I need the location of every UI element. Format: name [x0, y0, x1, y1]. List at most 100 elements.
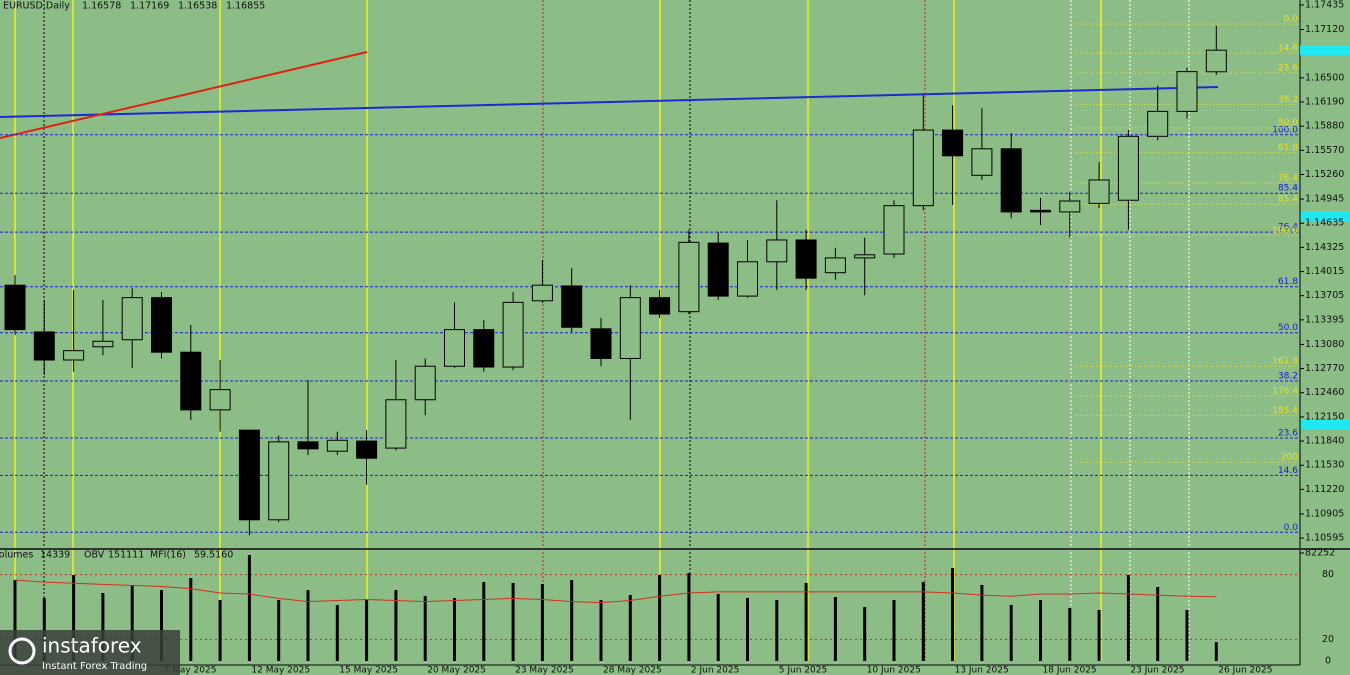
- candle-body: [561, 285, 583, 328]
- fib-label: 85.4: [1278, 195, 1298, 205]
- volume-bar: [160, 590, 163, 661]
- fib-label: 38.2: [1278, 95, 1298, 105]
- y-tick-label: 1.11220: [1305, 484, 1344, 495]
- y-tick-label: 1.12770: [1305, 363, 1344, 374]
- volume-bar: [335, 604, 339, 661]
- volume-bar: [804, 583, 808, 661]
- volume-bar: [658, 574, 662, 661]
- y-tick-label: 1.13705: [1305, 290, 1344, 301]
- y-tick-label: 1.16190: [1305, 97, 1344, 108]
- y-tick-label: 1.14945: [1305, 194, 1344, 205]
- x-tick-label: 20 May 2025: [427, 666, 486, 675]
- fib-label: 61.8: [1278, 277, 1298, 287]
- candle-body: [1030, 209, 1051, 213]
- volume-bar: [863, 606, 867, 661]
- volume-bar: [1068, 608, 1072, 661]
- candle-body: [444, 329, 465, 367]
- volume-bar: [101, 592, 105, 661]
- candle-body: [678, 241, 700, 313]
- candle-body: [619, 297, 641, 359]
- y-tick-label: 1.11840: [1305, 436, 1344, 447]
- volume-bar: [277, 599, 281, 661]
- volume-bar: [687, 573, 691, 661]
- volume-bar: [1097, 610, 1101, 661]
- fib-label: 61.8: [1278, 143, 1298, 153]
- y-tick-label: 1.16500: [1305, 72, 1344, 83]
- candle-body: [883, 205, 905, 255]
- y-tick-label: 1.15880: [1305, 121, 1344, 132]
- volume-bar: [833, 597, 837, 661]
- candle-body: [180, 351, 202, 411]
- candle-body: [63, 350, 85, 361]
- candle-body: [92, 340, 114, 348]
- volume-bar: [775, 599, 779, 661]
- candle-body: [737, 261, 758, 297]
- current-price-marker: [1300, 45, 1350, 56]
- fib-label: 23.6: [1278, 428, 1298, 438]
- y2-tick-label: 0: [1325, 656, 1331, 667]
- fib-label: 50.0: [1278, 118, 1298, 128]
- volume-bar: [423, 596, 427, 661]
- y-tick-label: 1.12460: [1305, 387, 1344, 398]
- y-tick-label: 1.10595: [1305, 533, 1344, 544]
- y-tick-label: 1.11530: [1305, 460, 1344, 471]
- volume-bar: [365, 599, 369, 661]
- fib-label: 50.0: [1278, 323, 1298, 333]
- fib-label: 14.6: [1278, 43, 1298, 53]
- volume-bar: [72, 574, 76, 661]
- volume-bar: [1039, 599, 1042, 661]
- candle-body: [854, 254, 876, 259]
- candle-body: [912, 129, 934, 207]
- volume-bar: [921, 581, 925, 661]
- volume-label: Volumes: [0, 550, 33, 561]
- x-tick-label: 23 Jun 2025: [1130, 666, 1184, 675]
- logo-tagline: Instant Forex Trading: [42, 661, 147, 672]
- candle-body: [238, 429, 260, 521]
- fib-label: 85.4: [1278, 184, 1298, 194]
- y-tick-label: 82252: [1305, 548, 1335, 559]
- candle-body: [1000, 148, 1022, 213]
- y-tick-label: 1.13080: [1305, 339, 1344, 350]
- candle-body: [707, 242, 729, 297]
- candle-body: [121, 297, 143, 341]
- candle-body: [209, 389, 231, 411]
- volume-bar: [570, 579, 574, 661]
- logo-icon: [8, 637, 36, 665]
- header-high: 1.17169: [130, 1, 169, 12]
- candle-body: [385, 399, 407, 449]
- volume-bar: [1126, 574, 1130, 661]
- candle-body: [971, 148, 993, 176]
- volume-bar: [980, 585, 984, 661]
- trend-line: [0, 86, 1219, 118]
- header-open: 1.16578: [82, 1, 121, 12]
- volume-bar: [599, 599, 603, 661]
- volume-bar: [716, 593, 720, 661]
- volume-bar: [218, 599, 222, 661]
- candle-body: [473, 329, 495, 368]
- volume-bar: [540, 584, 544, 661]
- volume-bar: [892, 599, 896, 661]
- y-tick-label: 1.15260: [1305, 169, 1344, 180]
- candle-body: [4, 284, 26, 331]
- candle-body: [297, 441, 319, 450]
- mfi-line: [14, 579, 1217, 604]
- price-marker: [1300, 419, 1350, 429]
- x-tick-label: 10 Jun 2025: [867, 666, 921, 675]
- candle-body: [326, 439, 348, 452]
- y-tick-label: 1.10905: [1305, 508, 1344, 519]
- candle-body: [356, 440, 378, 459]
- obv-value: 151111: [108, 550, 144, 561]
- volume-bar: [482, 581, 486, 661]
- candle-body: [268, 441, 290, 521]
- y2-tick-label: 20: [1322, 634, 1334, 645]
- indicator-panel: 82252 80 20 0: [0, 548, 1335, 667]
- logo-name: instaforex: [42, 634, 142, 658]
- fib-label: 76.4: [1278, 174, 1298, 184]
- candle-body: [590, 328, 612, 359]
- candle-body: [824, 257, 846, 274]
- y-tick-label: 1.17435: [1305, 0, 1344, 10]
- fib-label: 100.0: [1272, 125, 1298, 135]
- header-low: 1.16538: [178, 1, 217, 12]
